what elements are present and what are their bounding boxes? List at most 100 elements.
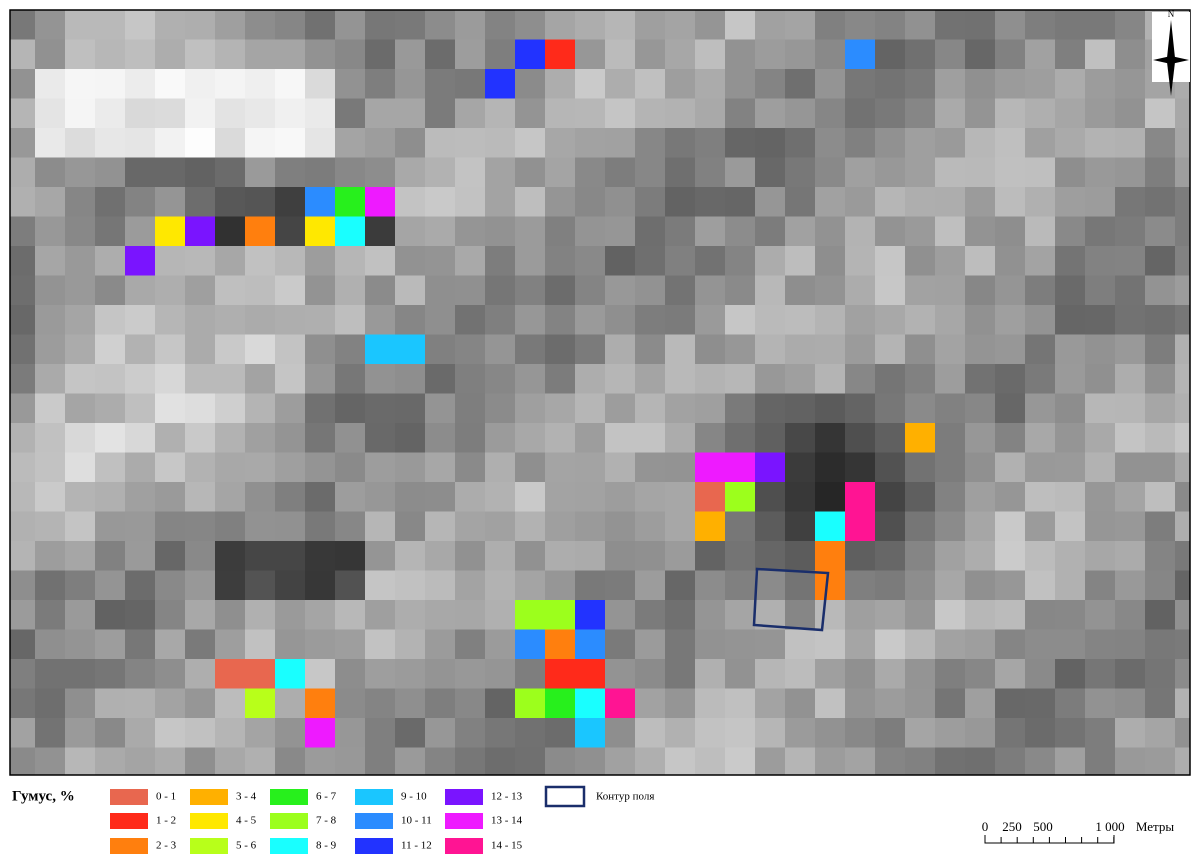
raster-cell bbox=[635, 423, 666, 453]
raster-cell bbox=[245, 482, 276, 512]
raster-cell bbox=[1175, 423, 1200, 453]
class-cell bbox=[515, 630, 545, 660]
raster-cell bbox=[125, 541, 156, 571]
raster-cell bbox=[35, 40, 66, 70]
raster-cell bbox=[65, 600, 96, 630]
raster-cell bbox=[665, 630, 696, 660]
raster-cell bbox=[95, 600, 126, 630]
raster-cell bbox=[185, 335, 216, 365]
raster-cell bbox=[245, 630, 276, 660]
raster-cell bbox=[575, 246, 606, 276]
raster-cell bbox=[815, 128, 846, 158]
raster-cell bbox=[185, 423, 216, 453]
raster-cell bbox=[365, 158, 396, 188]
raster-cell bbox=[215, 541, 246, 571]
class-cell bbox=[365, 335, 395, 365]
legend-label: 7 - 8 bbox=[316, 815, 337, 827]
raster-cell bbox=[335, 512, 366, 542]
raster-cell bbox=[545, 512, 576, 542]
raster-cell bbox=[545, 187, 576, 217]
raster-cell bbox=[1025, 128, 1056, 158]
raster-cell bbox=[905, 69, 936, 99]
class-cell bbox=[365, 187, 395, 217]
raster-cell bbox=[935, 689, 966, 719]
raster-cell bbox=[275, 423, 306, 453]
raster-cell bbox=[485, 40, 516, 70]
raster-cell bbox=[605, 10, 636, 40]
legend-swatch bbox=[355, 789, 393, 805]
scale-label: 250 bbox=[1002, 819, 1022, 834]
raster-cell bbox=[365, 748, 396, 778]
raster-cell bbox=[515, 158, 546, 188]
raster-cell bbox=[395, 128, 426, 158]
raster-cell bbox=[695, 305, 726, 335]
raster-cell bbox=[425, 600, 456, 630]
raster-cell bbox=[1055, 158, 1086, 188]
raster-cell bbox=[35, 689, 66, 719]
raster-cell bbox=[395, 217, 426, 247]
raster-cell bbox=[935, 394, 966, 424]
raster-cell bbox=[935, 99, 966, 129]
legend-swatch bbox=[190, 789, 228, 805]
raster-cell bbox=[215, 69, 246, 99]
legend-swatch bbox=[270, 813, 308, 829]
raster-cell bbox=[905, 659, 936, 689]
raster-cell bbox=[1145, 689, 1176, 719]
raster-cell bbox=[725, 659, 756, 689]
raster-cell bbox=[395, 571, 426, 601]
raster-cell bbox=[1085, 335, 1116, 365]
raster-cell bbox=[815, 335, 846, 365]
raster-cell bbox=[155, 305, 186, 335]
raster-cell bbox=[365, 630, 396, 660]
raster-cell bbox=[815, 659, 846, 689]
raster-cell bbox=[1085, 10, 1116, 40]
raster-cell bbox=[275, 394, 306, 424]
raster-cell bbox=[935, 10, 966, 40]
class-cell bbox=[575, 600, 605, 630]
raster-cell bbox=[695, 394, 726, 424]
raster-cell bbox=[755, 99, 786, 129]
raster-cell bbox=[665, 364, 696, 394]
raster-cell bbox=[95, 158, 126, 188]
raster-cell bbox=[1115, 158, 1146, 188]
raster-cell bbox=[935, 217, 966, 247]
raster-cell bbox=[635, 689, 666, 719]
legend-swatch bbox=[110, 838, 148, 854]
raster-cell bbox=[485, 423, 516, 453]
raster-cell bbox=[335, 335, 366, 365]
raster-cell bbox=[935, 305, 966, 335]
raster-cell bbox=[815, 217, 846, 247]
raster-cell bbox=[605, 630, 636, 660]
raster-cell bbox=[65, 187, 96, 217]
raster-cell bbox=[245, 571, 276, 601]
raster-cell bbox=[515, 482, 546, 512]
raster-cell bbox=[1115, 10, 1146, 40]
raster-cell bbox=[545, 394, 576, 424]
raster-cell bbox=[515, 217, 546, 247]
raster-cell bbox=[275, 571, 306, 601]
raster-cell bbox=[1175, 128, 1200, 158]
raster-cell bbox=[695, 217, 726, 247]
raster-cell bbox=[395, 453, 426, 483]
raster-cell bbox=[155, 600, 186, 630]
raster-cell bbox=[185, 246, 216, 276]
raster-cell bbox=[215, 453, 246, 483]
raster-cell bbox=[935, 748, 966, 778]
raster-cell bbox=[1025, 10, 1056, 40]
raster-cell bbox=[515, 541, 546, 571]
raster-cell bbox=[1085, 364, 1116, 394]
raster-cell bbox=[755, 128, 786, 158]
raster-cell bbox=[665, 99, 696, 129]
raster-cell bbox=[1175, 689, 1200, 719]
raster-cell bbox=[245, 187, 276, 217]
class-cell bbox=[815, 571, 845, 601]
raster-cell bbox=[1175, 630, 1200, 660]
raster-cell bbox=[395, 364, 426, 394]
raster-cell bbox=[725, 689, 756, 719]
raster-cell bbox=[1085, 305, 1116, 335]
raster-cell bbox=[785, 335, 816, 365]
raster-cell bbox=[275, 246, 306, 276]
raster-cell bbox=[815, 423, 846, 453]
raster-cell bbox=[665, 777, 696, 807]
raster-cell bbox=[335, 10, 366, 40]
